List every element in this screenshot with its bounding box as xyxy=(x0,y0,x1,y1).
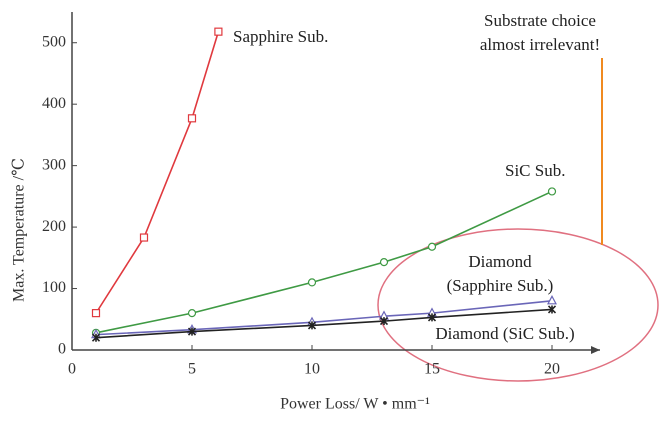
marker xyxy=(214,27,223,36)
annotation: Substrate choice xyxy=(484,11,596,30)
annotation: Diamond (SiC Sub.) xyxy=(435,324,574,343)
y-tick-label: 100 xyxy=(42,279,66,296)
series-line xyxy=(95,308,553,339)
marker xyxy=(547,305,557,314)
highlight-ellipse xyxy=(377,228,659,382)
x-tick-label: 0 xyxy=(68,361,76,378)
marker xyxy=(547,295,557,305)
marker xyxy=(427,313,437,322)
x-axis-arrow xyxy=(591,346,600,354)
y-tick-label: 500 xyxy=(42,33,66,50)
annotation: (Sapphire Sub.) xyxy=(447,276,554,295)
x-axis-label: Power Loss/ W • mm⁻¹ xyxy=(280,396,430,413)
marker xyxy=(379,258,389,267)
annotation: Sapphire Sub. xyxy=(233,27,328,46)
marker xyxy=(547,187,557,196)
y-tick-label: 200 xyxy=(42,218,66,235)
marker xyxy=(187,114,197,123)
marker xyxy=(307,278,317,287)
y-tick-label: 0 xyxy=(58,341,66,358)
x-tick-label: 10 xyxy=(304,361,320,378)
series-line xyxy=(95,190,553,334)
x-tick-label: 15 xyxy=(424,361,440,378)
x-tick-label: 20 xyxy=(544,361,560,378)
marker xyxy=(379,317,389,326)
series-line xyxy=(95,300,553,336)
series-line xyxy=(95,31,220,314)
marker xyxy=(91,333,101,342)
annotation: almost irrelevant! xyxy=(480,35,600,54)
marker xyxy=(187,327,197,336)
x-tick-label: 5 xyxy=(188,361,196,378)
y-axis-label: Max. Temperature /℃ xyxy=(11,158,28,302)
marker xyxy=(427,242,437,251)
marker xyxy=(307,321,317,330)
annotation: Diamond xyxy=(468,252,532,271)
y-tick-label: 300 xyxy=(42,156,66,173)
marker xyxy=(139,233,149,242)
annotation: SiC Sub. xyxy=(505,161,565,180)
y-tick-label: 400 xyxy=(42,95,66,112)
marker xyxy=(187,309,197,318)
marker xyxy=(91,309,101,318)
